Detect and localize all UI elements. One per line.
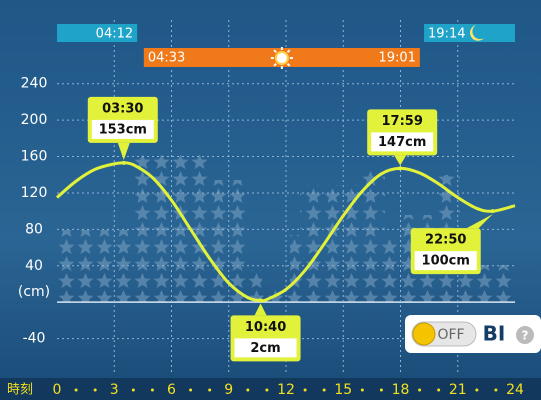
x-tick-label: 9 [224,382,233,398]
help-icon: ? [522,329,529,343]
help-button[interactable] [516,326,534,344]
x-tick-label: 15 [334,382,352,398]
callout-value-box [91,119,154,139]
y-tick-label: 160 [21,149,48,165]
y-tick-label: 40 [25,258,43,274]
extreme-point [121,160,126,165]
hour-dot [189,388,193,392]
moon-icon [469,25,485,41]
extreme-point [398,166,403,171]
hour-dot [131,388,135,392]
x-tick-label: 24 [506,382,524,398]
hour-dot [437,388,441,392]
bi-label: BI [483,322,506,346]
callout-pointer [254,303,267,316]
hour-dot [208,388,212,392]
callout-value: 100cm [422,254,470,269]
hour-dot [494,388,498,392]
y-tick-label: 80 [25,221,43,237]
hour-dot [475,388,479,392]
callout-value: 147cm [378,135,426,150]
hour-dot [150,388,154,392]
sun-icon [274,51,289,65]
x-axis-label: 時刻 [7,383,33,398]
x-tick-label: 12 [277,382,295,398]
moonset-time: 19:14 [428,27,465,42]
y-tick-label: 200 [21,112,48,128]
callout-value: 2cm [250,341,280,356]
y-tick-label: 240 [21,76,48,92]
x-tick-label: 6 [167,382,176,398]
moon-bar [424,24,515,42]
hour-dot [93,388,97,392]
sun-ray [273,62,277,67]
y-tick-label: -40 [23,331,46,347]
tide-curve [56,161,516,303]
hour-dot [418,388,422,392]
extreme-point [490,209,495,214]
x-tick-label: 18 [392,382,410,398]
callout-value-box [371,132,434,152]
sun-ray [286,49,291,54]
extreme-point [258,298,263,303]
sunrise-time: 04:33 [148,51,185,66]
y-tick-label: 120 [21,185,48,201]
hour-dot [246,388,250,392]
hour-dot [360,388,364,392]
sunset-time: 19:01 [378,51,415,66]
callout-time: 03:30 [102,101,143,116]
hour-dot [265,388,269,392]
hour-dot [322,388,326,392]
hour-dot [379,388,383,392]
callout-time: 22:50 [425,233,466,248]
time-axis-band [0,378,541,400]
moonrise-time: 04:12 [96,27,133,42]
sun-ray [273,49,277,54]
callout-pointer [466,214,493,229]
callout-pointer [394,155,407,166]
sun-ray [286,62,291,67]
moon-bar [57,24,138,42]
callout-pointer [117,142,130,160]
callout-value-box [234,338,297,358]
x-tick-label: 3 [110,382,119,398]
callout-time: 10:40 [245,320,286,335]
hour-dot [303,388,307,392]
callout-value-box [414,251,477,271]
toggle-panel: OFF BI ? [405,315,541,353]
switch-state: OFF [437,327,464,343]
x-tick-label: 21 [449,382,467,398]
switch-knob[interactable] [412,322,436,346]
hour-dot [74,388,78,392]
y-tick-label: (cm) [18,284,50,300]
x-tick-label: 0 [53,382,62,398]
callout-value: 153cm [99,122,147,137]
callout-time: 17:59 [381,114,422,129]
